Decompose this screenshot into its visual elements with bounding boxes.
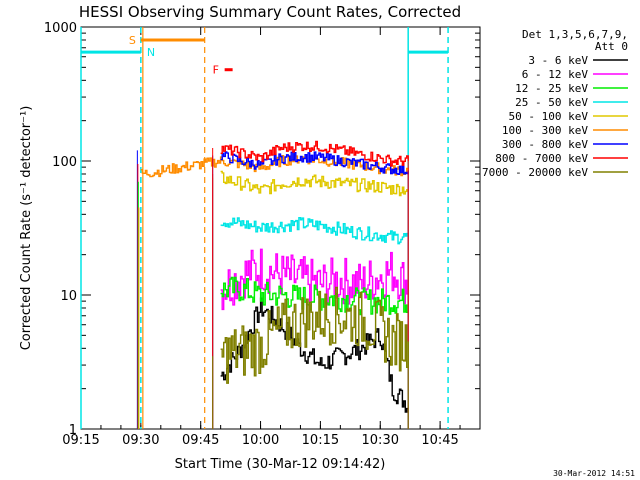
x-tick-label: 09:45 [182,433,219,448]
annotation-label-S: S [129,34,136,47]
x-tick-label: 10:00 [242,433,279,448]
legend-label-1: 6 - 12 keV [522,68,589,81]
legend-label-5: 100 - 300 keV [502,124,588,137]
series-line-7 [220,140,409,167]
series-line-2 [220,276,409,316]
x-tick-label: 10:30 [362,433,399,448]
y-tick-label: 1 [69,423,77,438]
legend-label-4: 50 - 100 keV [509,110,589,123]
annotation-label-F: F [213,64,219,77]
legend-label-0: 3 - 6 keV [528,54,588,67]
series-line-0 [220,297,409,413]
y-axis-label: Corrected Count Rate (s⁻¹ detector⁻¹) [19,106,34,351]
annotation-label-N: N [147,46,155,59]
x-tick-label: 09:15 [62,433,99,448]
x-tick-label: 10:45 [421,433,458,448]
x-tick-label: 10:15 [302,433,339,448]
legend-label-2: 12 - 25 keV [515,82,588,95]
series-layer [136,140,409,429]
annotation-layer: SN F [129,34,233,77]
series-line-6 [220,151,409,175]
series-line-8 [220,286,409,384]
chart-title: HESSI Observing Summary Count Rates, Cor… [79,3,461,21]
series-line-4 [220,170,409,197]
tick-layer: 09:15 09:30 09:45 10:00 10:15 10:30 10:45 1 10 10… [44,21,481,448]
legend-label-3: 25 - 50 keV [515,96,588,109]
y-tick-label: 1000 [44,21,77,36]
series-line-1 [220,248,409,311]
x-tick-label: 09:30 [122,433,159,448]
y-tick-label: 100 [52,155,77,170]
legend-label-8: 7000 - 20000 keV [482,166,588,179]
y-tick-label: 10 [60,289,77,304]
legend-label-6: 300 - 800 keV [502,138,588,151]
legend-label-7: 800 - 7000 keV [495,152,588,165]
timestamp: 30-Mar-2012 14:51 [553,469,635,478]
x-axis-label: Start Time (30-Mar-12 09:14:42) [175,457,386,472]
legend-header: Det 1,3,5,6,7,9, [522,28,628,41]
series-line-3 [220,217,409,245]
legend-header: Att 0 [595,40,628,53]
